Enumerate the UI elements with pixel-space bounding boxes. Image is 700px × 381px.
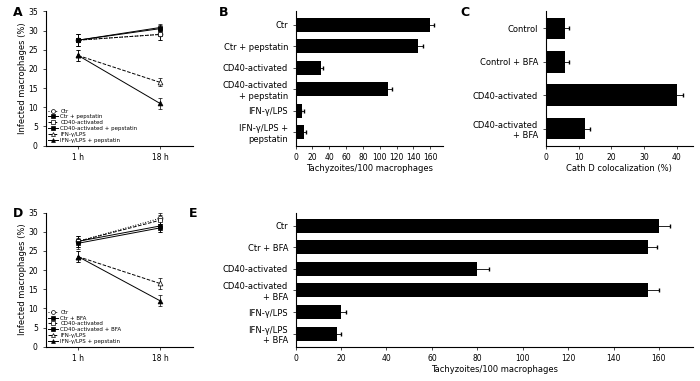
Bar (295, 283, 648, 298)
Y-axis label: Infected macrophages (%): Infected macrophages (%) (18, 224, 27, 335)
Text: C: C (461, 6, 470, 19)
Text: B: B (219, 6, 229, 19)
Bar (295, 262, 477, 276)
Text: D: D (13, 207, 23, 220)
Bar (295, 327, 337, 341)
Bar (295, 305, 341, 319)
Bar (295, 240, 648, 254)
Bar (295, 219, 659, 233)
Legend: Ctr, Ctr + pepstatin, CD40-activated, CD40-activated + pepstatin, IFN-γ/LPS, IFN: Ctr, Ctr + pepstatin, CD40-activated, CD… (48, 109, 138, 143)
Y-axis label: Infected macrophages (%): Infected macrophages (%) (18, 23, 27, 134)
X-axis label: Cath D colocalization (%): Cath D colocalization (%) (566, 163, 673, 173)
Bar (546, 51, 566, 73)
Bar (295, 61, 321, 75)
Bar (295, 39, 418, 53)
Text: E: E (188, 207, 197, 220)
Bar (295, 104, 302, 118)
Legend: Ctr, Ctr + BFA, CD40-activated, CD40-activated + BFA, IFN-γ/LPS, IFN-γ/LPS + pep: Ctr, Ctr + BFA, CD40-activated, CD40-act… (48, 310, 122, 344)
Bar (295, 125, 304, 139)
X-axis label: Tachyzoites/100 macrophages: Tachyzoites/100 macrophages (306, 163, 433, 173)
Bar (546, 84, 677, 106)
Bar (295, 18, 430, 32)
Bar (546, 118, 585, 139)
X-axis label: Tachyzoites/100 macrophages: Tachyzoites/100 macrophages (430, 365, 558, 374)
Bar (546, 18, 566, 39)
Bar (295, 82, 388, 96)
Text: A: A (13, 6, 22, 19)
